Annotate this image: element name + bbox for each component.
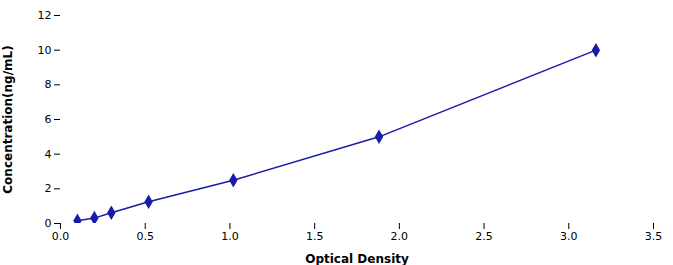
svg-text:3.5: 3.5 <box>645 230 663 243</box>
svg-text:2: 2 <box>45 182 52 195</box>
svg-text:6: 6 <box>45 113 52 126</box>
svg-text:2.5: 2.5 <box>475 230 493 243</box>
svg-text:0.5: 0.5 <box>136 230 154 243</box>
svg-text:Concentration(ng/mL): Concentration(ng/mL) <box>1 45 15 193</box>
svg-text:1.5: 1.5 <box>306 230 324 243</box>
svg-text:10: 10 <box>38 44 52 57</box>
svg-text:3.0: 3.0 <box>560 230 578 243</box>
svg-text:4: 4 <box>45 148 52 161</box>
svg-text:1.0: 1.0 <box>221 230 239 243</box>
svg-text:Optical Density: Optical Density <box>305 252 409 265</box>
svg-text:12: 12 <box>38 9 52 22</box>
svg-text:2.0: 2.0 <box>391 230 409 243</box>
svg-text:0: 0 <box>45 217 52 230</box>
svg-text:8: 8 <box>45 78 52 91</box>
svg-text:0.0: 0.0 <box>52 230 70 243</box>
